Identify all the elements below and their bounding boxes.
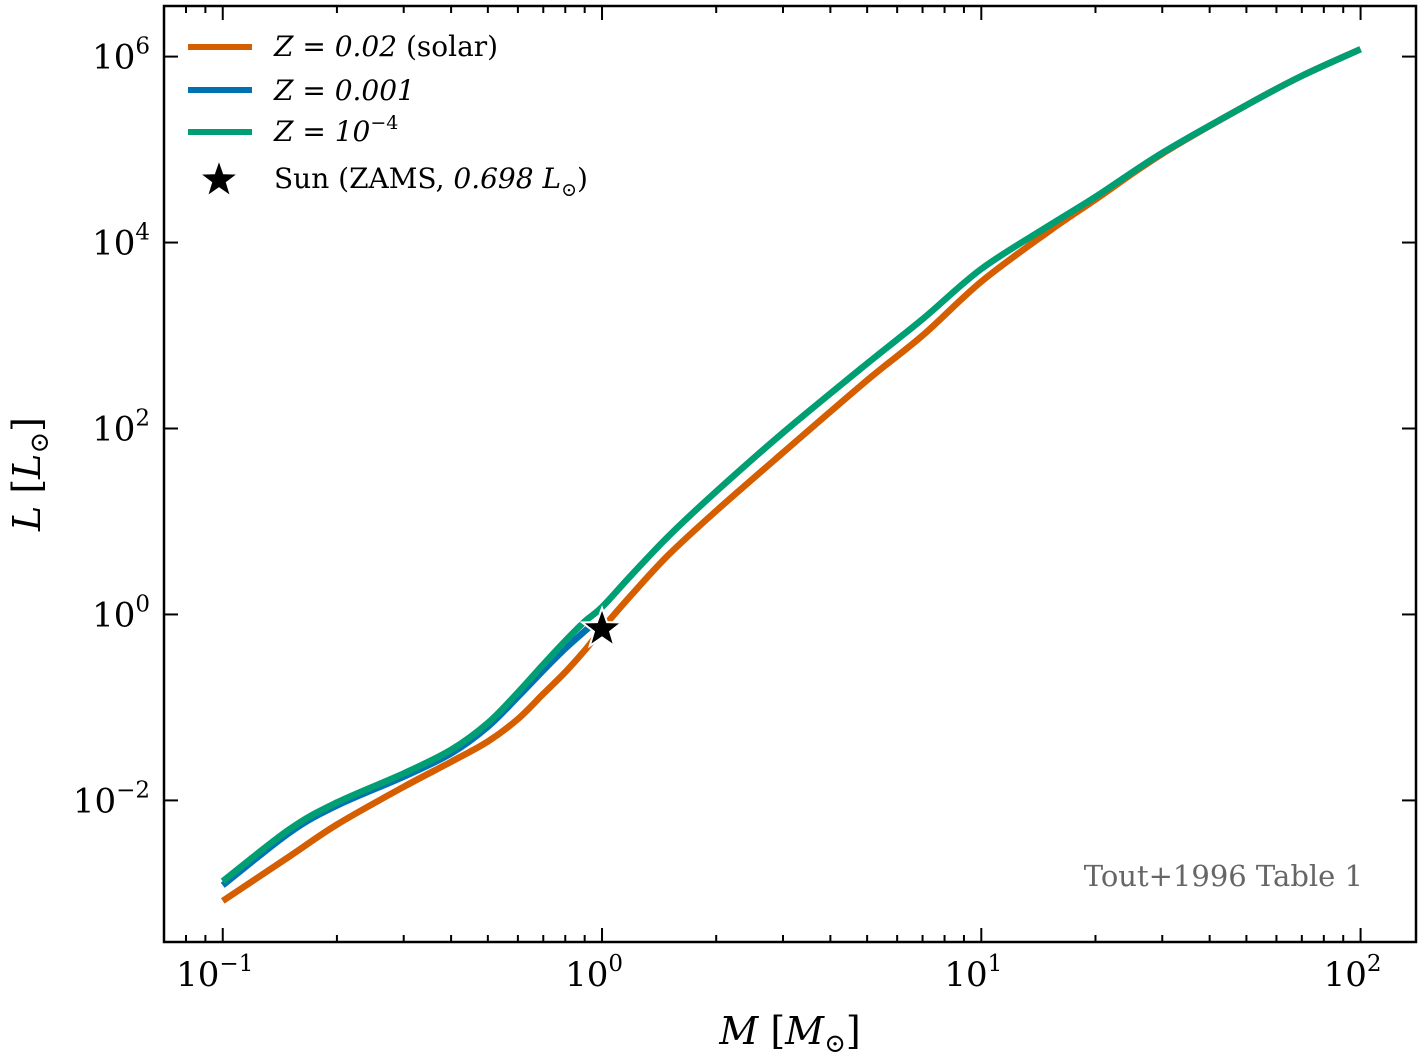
tick-label-layer: 10−1 100 101 102 10−2 100 102 104 106 xyxy=(73,34,1382,995)
series-line-1 xyxy=(220,621,596,888)
legend-label-solar: Z = 0.02 (solar) xyxy=(273,30,498,63)
plot-frame xyxy=(162,4,1418,944)
y-tick-label-3: 104 xyxy=(92,220,150,264)
x-tick-label-2: 101 xyxy=(944,951,1002,995)
tick-layer xyxy=(164,6,1416,942)
y-axis-label: L [L⊙] xyxy=(5,417,55,532)
legend-label-z001: Z = 0.001 xyxy=(273,74,415,107)
y-tick-label-0: 10−2 xyxy=(73,777,150,821)
legend-label-sun: Sun (ZAMS, 0.698 L⊙) xyxy=(274,162,588,201)
series-line-2 xyxy=(220,46,1362,884)
series-layer xyxy=(220,46,1362,904)
legend: Z = 0.02 (solar) Z = 0.001 Z = 10−4 Sun … xyxy=(188,30,588,201)
x-tick-label-3: 102 xyxy=(1324,951,1382,995)
source-annotation: Tout+1996 Table 1 xyxy=(1084,859,1363,893)
legend-label-z1e-4: Z = 10−4 xyxy=(273,112,398,148)
sun-star-marker xyxy=(579,604,625,649)
legend-star-icon xyxy=(197,157,241,199)
marker-layer xyxy=(579,604,625,649)
y-tick-label-4: 106 xyxy=(92,34,150,78)
x-axis-label: M [M⊙] xyxy=(718,1009,860,1059)
x-tick-label-1: 100 xyxy=(565,951,623,995)
y-tick-label-1: 100 xyxy=(92,591,150,635)
y-tick-label-2: 102 xyxy=(92,405,150,449)
x-tick-label-0: 10−1 xyxy=(176,951,253,995)
